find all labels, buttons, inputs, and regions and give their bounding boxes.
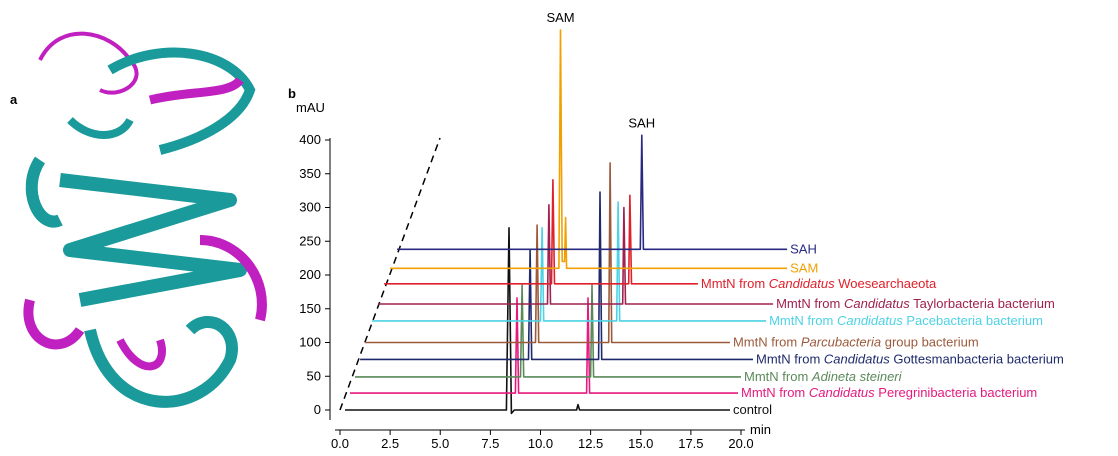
annotation: SAH <box>628 115 655 130</box>
y-tick-label: 100 <box>299 335 321 350</box>
legend-text: MmtN from <box>776 296 840 311</box>
legend-label: SAH <box>790 241 817 256</box>
legend-text: SAH <box>790 241 817 256</box>
y-tick-label: 50 <box>307 368 321 383</box>
legend-label: MmtN from Candidatus Taylorbacteria bact… <box>776 296 1055 311</box>
legend-label: MmtN from Candidatus Gottesmanbacteria b… <box>756 351 1064 366</box>
legend-label: MmtN from Candidatus Peregrinibacteria b… <box>741 385 1037 400</box>
x-tick-label: 12.5 <box>578 436 603 451</box>
y-axis-title: mAU <box>296 100 325 115</box>
helix <box>110 53 250 150</box>
x-tick-label: 15.0 <box>628 436 653 451</box>
legend-text: group bacterium <box>885 335 979 350</box>
x-tick-label: 5.0 <box>431 436 449 451</box>
legend-label: MmtN from Parcubacteria group bacterium <box>733 335 979 350</box>
y-tick-label: 400 <box>299 132 321 147</box>
y-tick-label: 200 <box>299 267 321 282</box>
panel-label: b <box>288 86 296 101</box>
legend-text: Candidatus <box>809 385 875 400</box>
legend-text: Peregrinibacteria bacterium <box>878 385 1037 400</box>
helix <box>28 300 80 344</box>
legend-text: MmtN from <box>741 385 805 400</box>
legend-text: Adineta steineri <box>811 369 903 384</box>
trace <box>360 192 753 359</box>
y-tick-label: 150 <box>299 301 321 316</box>
legend-text: Taylorbacteria bacterium <box>913 296 1055 311</box>
y-tick-label: 0 <box>314 402 321 417</box>
legend-text: MmtN from <box>756 351 820 366</box>
x-tick-label: 7.5 <box>481 436 499 451</box>
legend-text: Candidatus <box>824 351 890 366</box>
x-axis-title: min <box>750 422 771 437</box>
y-tick-label: 350 <box>299 166 321 181</box>
legend-text: Parcubacteria <box>801 335 881 350</box>
x-tick-label: 17.5 <box>678 436 703 451</box>
protein-structure <box>28 34 262 402</box>
legend-text: Candidatus <box>837 313 903 328</box>
trace <box>372 202 766 321</box>
legend-label: MmtN from Adineta steineri <box>744 369 903 384</box>
annotation: SAM <box>546 10 574 25</box>
legend-label: SAM <box>790 260 818 275</box>
trace <box>390 30 787 268</box>
helix <box>32 160 60 222</box>
legend-text: control <box>733 402 772 417</box>
legend-label: MmtN from Candidatus Pacebacteria bacter… <box>769 313 1043 328</box>
x-tick-label: 20.0 <box>728 436 753 451</box>
trace <box>397 135 787 249</box>
helix <box>120 340 162 366</box>
legend-text: Candidatus <box>844 296 910 311</box>
y-tick-label: 300 <box>299 200 321 215</box>
legend-text: MmtN from <box>744 369 808 384</box>
helix <box>150 80 240 100</box>
x-tick-label: 0.0 <box>331 436 349 451</box>
legend-text: MmtN from <box>733 335 797 350</box>
panel-label: a <box>10 92 18 107</box>
legend-label: MmtN from Candidatus Woesearchaeota <box>701 276 937 291</box>
legend-text: Candidatus <box>769 276 835 291</box>
legend-label: control <box>733 402 772 417</box>
offset-guide <box>340 138 440 410</box>
legend-text: Woesearchaeota <box>838 276 937 291</box>
legend-text: MmtN from <box>769 313 833 328</box>
legend-text: SAM <box>790 260 818 275</box>
legend-text: Pacebacteria bacterium <box>906 313 1043 328</box>
legend-text: Gottesmanbacteria bacterium <box>893 351 1064 366</box>
y-tick-label: 250 <box>299 233 321 248</box>
x-tick-label: 10.0 <box>528 436 553 451</box>
x-tick-label: 2.5 <box>381 436 399 451</box>
loop <box>70 120 130 135</box>
legend-text: MmtN from <box>701 276 765 291</box>
figure: a b mAU min 0 50 100 150 200 250 300 350 400 0.0 2… <box>0 0 1118 451</box>
